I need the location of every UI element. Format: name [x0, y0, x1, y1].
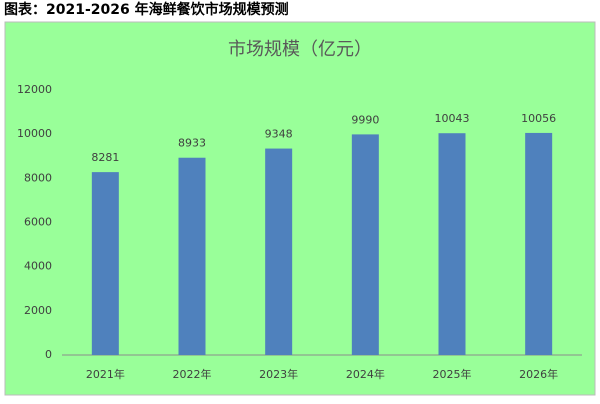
y-tick-label: 0: [45, 348, 52, 361]
data-label: 8281: [91, 151, 119, 164]
bar: [438, 133, 466, 355]
y-tick-label: 2000: [24, 304, 52, 317]
data-label: 10043: [435, 112, 470, 125]
data-label: 9348: [265, 128, 293, 141]
y-tick-label: 4000: [24, 260, 52, 273]
chart-title: 市场规模（亿元）: [228, 39, 372, 60]
x-tick-label: 2022年: [173, 367, 212, 381]
data-label: 9990: [351, 113, 379, 126]
bar: [91, 172, 119, 355]
y-tick-label: 6000: [24, 216, 52, 229]
data-label: 8933: [178, 137, 206, 150]
y-tick-label: 8000: [24, 171, 52, 184]
x-tick-label: 2023年: [259, 367, 298, 381]
data-label: 10056: [521, 112, 556, 125]
y-tick-label: 12000: [17, 83, 52, 96]
x-tick-label: 2024年: [346, 367, 385, 381]
x-tick-label: 2021年: [86, 367, 125, 381]
bar: [178, 157, 206, 355]
x-tick-label: 2025年: [433, 367, 472, 381]
x-tick-label: 2026年: [519, 367, 558, 381]
page-title: 图表：2021-2026 年海鲜餐饮市场规模预测: [4, 1, 289, 18]
bar: [525, 132, 553, 355]
bar: [351, 134, 379, 355]
y-tick-label: 10000: [17, 127, 52, 140]
bar: [265, 148, 293, 355]
